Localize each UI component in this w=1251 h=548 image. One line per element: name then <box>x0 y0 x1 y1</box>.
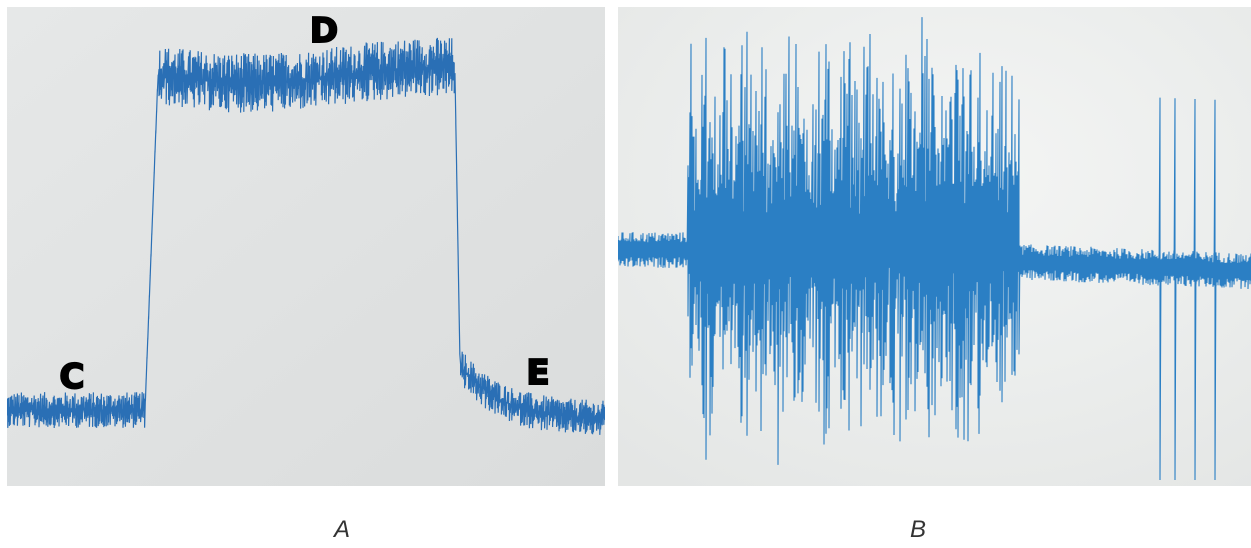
panel-label-b: B <box>910 516 926 543</box>
annotation-e: E <box>526 353 549 393</box>
annotation-c: C <box>60 357 85 397</box>
figure: C D E A B <box>0 0 1251 544</box>
panel-label-a: A <box>332 516 350 543</box>
annotation-d: D <box>310 11 338 51</box>
